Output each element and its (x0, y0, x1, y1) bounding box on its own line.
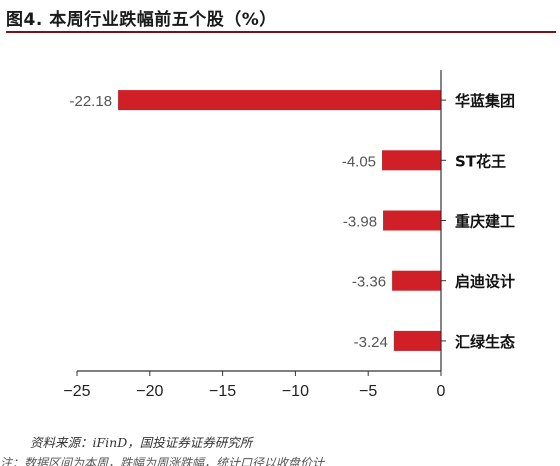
category-label: 重庆建工 (455, 213, 515, 231)
bar (393, 330, 441, 351)
data-label: -3.98 (343, 214, 377, 231)
data-label: -4.05 (342, 153, 376, 170)
bar (392, 270, 441, 291)
x-tick-label: −5 (359, 383, 377, 400)
x-tick-label: −10 (282, 383, 309, 400)
title-underline (6, 31, 556, 33)
x-tick-label: −25 (63, 383, 90, 400)
source-note: 资料来源：iFinD，国投证券证券研究所 (30, 435, 253, 450)
x-tick-label: 0 (437, 383, 446, 400)
data-label: -22.18 (70, 93, 113, 110)
data-label: -3.24 (354, 334, 388, 351)
figure-title: 图4. 本周行业跌幅前五个股（%） (6, 10, 277, 30)
category-label: 启迪设计 (455, 273, 515, 291)
x-tick-label: −15 (209, 383, 236, 400)
data-label: -3.36 (352, 274, 386, 291)
category-label: 华蓝集团 (455, 92, 515, 110)
category-label: 汇绿生态 (455, 333, 515, 351)
bar (383, 210, 441, 231)
cropped-footnote: 注：数据区间为本周，跌幅为周涨跌幅，统计口径以收盘价计 (0, 456, 325, 466)
x-tick-label: −20 (136, 383, 163, 400)
bar (118, 90, 441, 111)
category-label: ST花王 (455, 152, 506, 170)
bar (382, 150, 441, 171)
